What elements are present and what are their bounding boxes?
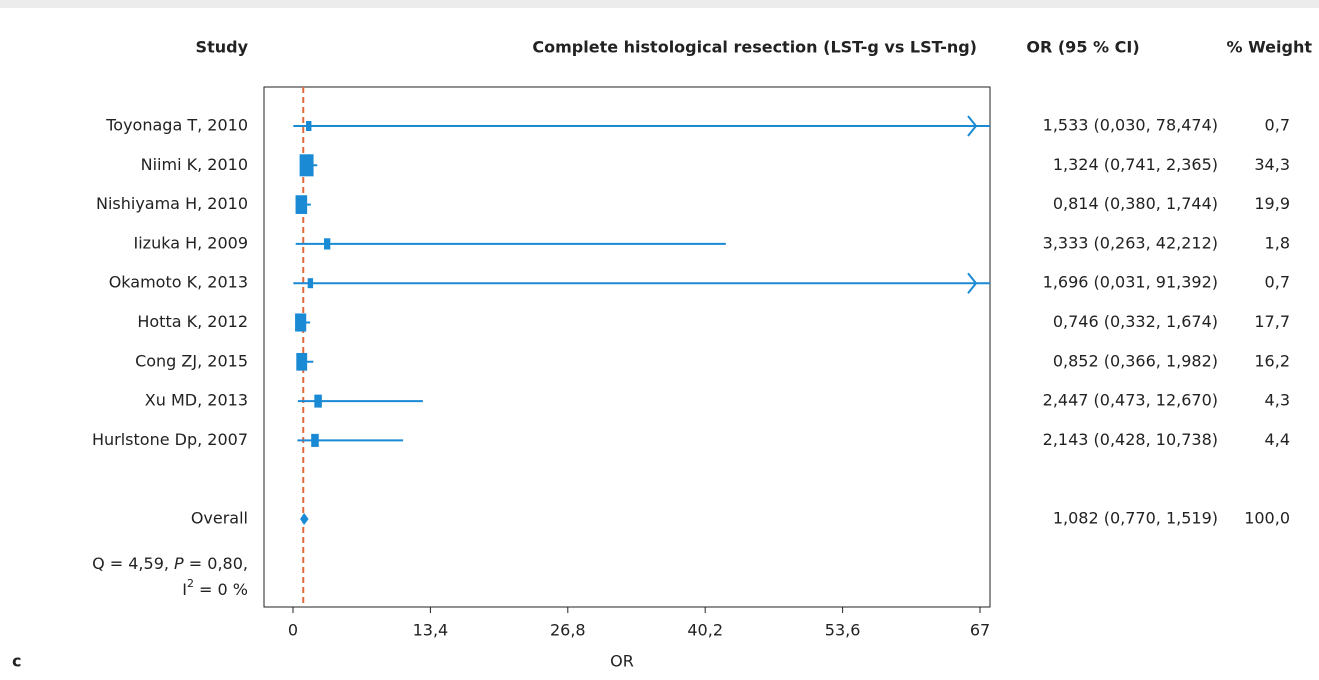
weight-label: 0,7 [1265, 116, 1290, 135]
weight-label: 17,7 [1254, 312, 1290, 331]
overall-diamond [300, 513, 309, 525]
study-square [324, 238, 331, 250]
ci-label: 2,143 (0,428, 10,738) [1043, 430, 1218, 449]
het-text: P [174, 554, 184, 573]
x-tick-label: 13,4 [413, 621, 449, 640]
overall-name: Overall [191, 509, 248, 528]
weight-label: 19,9 [1254, 194, 1290, 213]
study-square [314, 394, 322, 408]
x-tick-label: 26,8 [550, 621, 586, 640]
heterogeneity-line-1: Q = 4,59, P = 0,80, [92, 554, 248, 573]
ci-label: 0,852 (0,366, 1,982) [1053, 351, 1218, 370]
study-name: Toyonaga T, 2010 [105, 116, 248, 135]
plot-header: Complete histological resection (LST-g v… [532, 38, 977, 57]
x-tick-label: 40,2 [687, 621, 723, 640]
study-name: Niimi K, 2010 [141, 155, 248, 174]
weight-header: % Weight [1226, 38, 1312, 57]
ci-header: OR (95 % CI) [1026, 38, 1139, 57]
ci-label: 1,533 (0,030, 78,474) [1043, 116, 1218, 135]
ci-arrow [967, 272, 978, 294]
study-square [295, 195, 308, 214]
study-header: Study [196, 38, 249, 57]
study-square [306, 120, 312, 132]
x-tick-label: 0 [288, 621, 298, 640]
study-square [307, 278, 314, 289]
weight-label: 1,8 [1265, 233, 1290, 252]
plot-frame [263, 86, 991, 608]
study-name: Iizuka H, 2009 [134, 233, 249, 252]
study-square [295, 313, 307, 332]
study-square [311, 433, 319, 447]
study-square [299, 154, 314, 177]
ci-arrow [967, 115, 978, 137]
ci-label: 1,696 (0,031, 91,392) [1043, 273, 1218, 292]
ci-label: 0,814 (0,380, 1,744) [1053, 194, 1218, 213]
ci-label: 1,324 (0,741, 2,365) [1053, 155, 1218, 174]
x-tick-label: 67 [970, 621, 990, 640]
study-square [296, 352, 308, 371]
x-axis-label: OR [610, 652, 634, 671]
het-text: = 0,80, [184, 554, 248, 573]
panel-label: c [12, 652, 21, 671]
weight-label: 100,0 [1244, 509, 1290, 528]
weight-label: 34,3 [1254, 155, 1290, 174]
study-name: Hotta K, 2012 [137, 312, 248, 331]
top-band [0, 0, 1319, 8]
het-text: 2 [187, 577, 194, 590]
heterogeneity-line-2: I2 = 0 % [182, 577, 248, 599]
study-name: Okamoto K, 2013 [109, 273, 248, 292]
het-text: I [182, 580, 187, 599]
study-name: Nishiyama H, 2010 [96, 194, 248, 213]
weight-label: 4,3 [1265, 391, 1290, 410]
weight-label: 16,2 [1254, 351, 1290, 370]
weight-label: 4,4 [1265, 430, 1290, 449]
ci-label: 3,333 (0,263, 42,212) [1043, 233, 1218, 252]
study-name: Cong ZJ, 2015 [135, 351, 248, 370]
weight-label: 0,7 [1265, 273, 1290, 292]
ci-label: 2,447 (0,473, 12,670) [1043, 391, 1218, 410]
het-text: = 0 % [194, 580, 248, 599]
ci-label: 0,746 (0,332, 1,674) [1053, 312, 1218, 331]
x-tick-label: 53,6 [825, 621, 861, 640]
het-text: Q = 4,59, [92, 554, 174, 573]
study-name: Hurlstone Dp, 2007 [92, 430, 248, 449]
ci-label: 1,082 (0,770, 1,519) [1053, 509, 1218, 528]
study-name: Xu MD, 2013 [145, 391, 248, 410]
